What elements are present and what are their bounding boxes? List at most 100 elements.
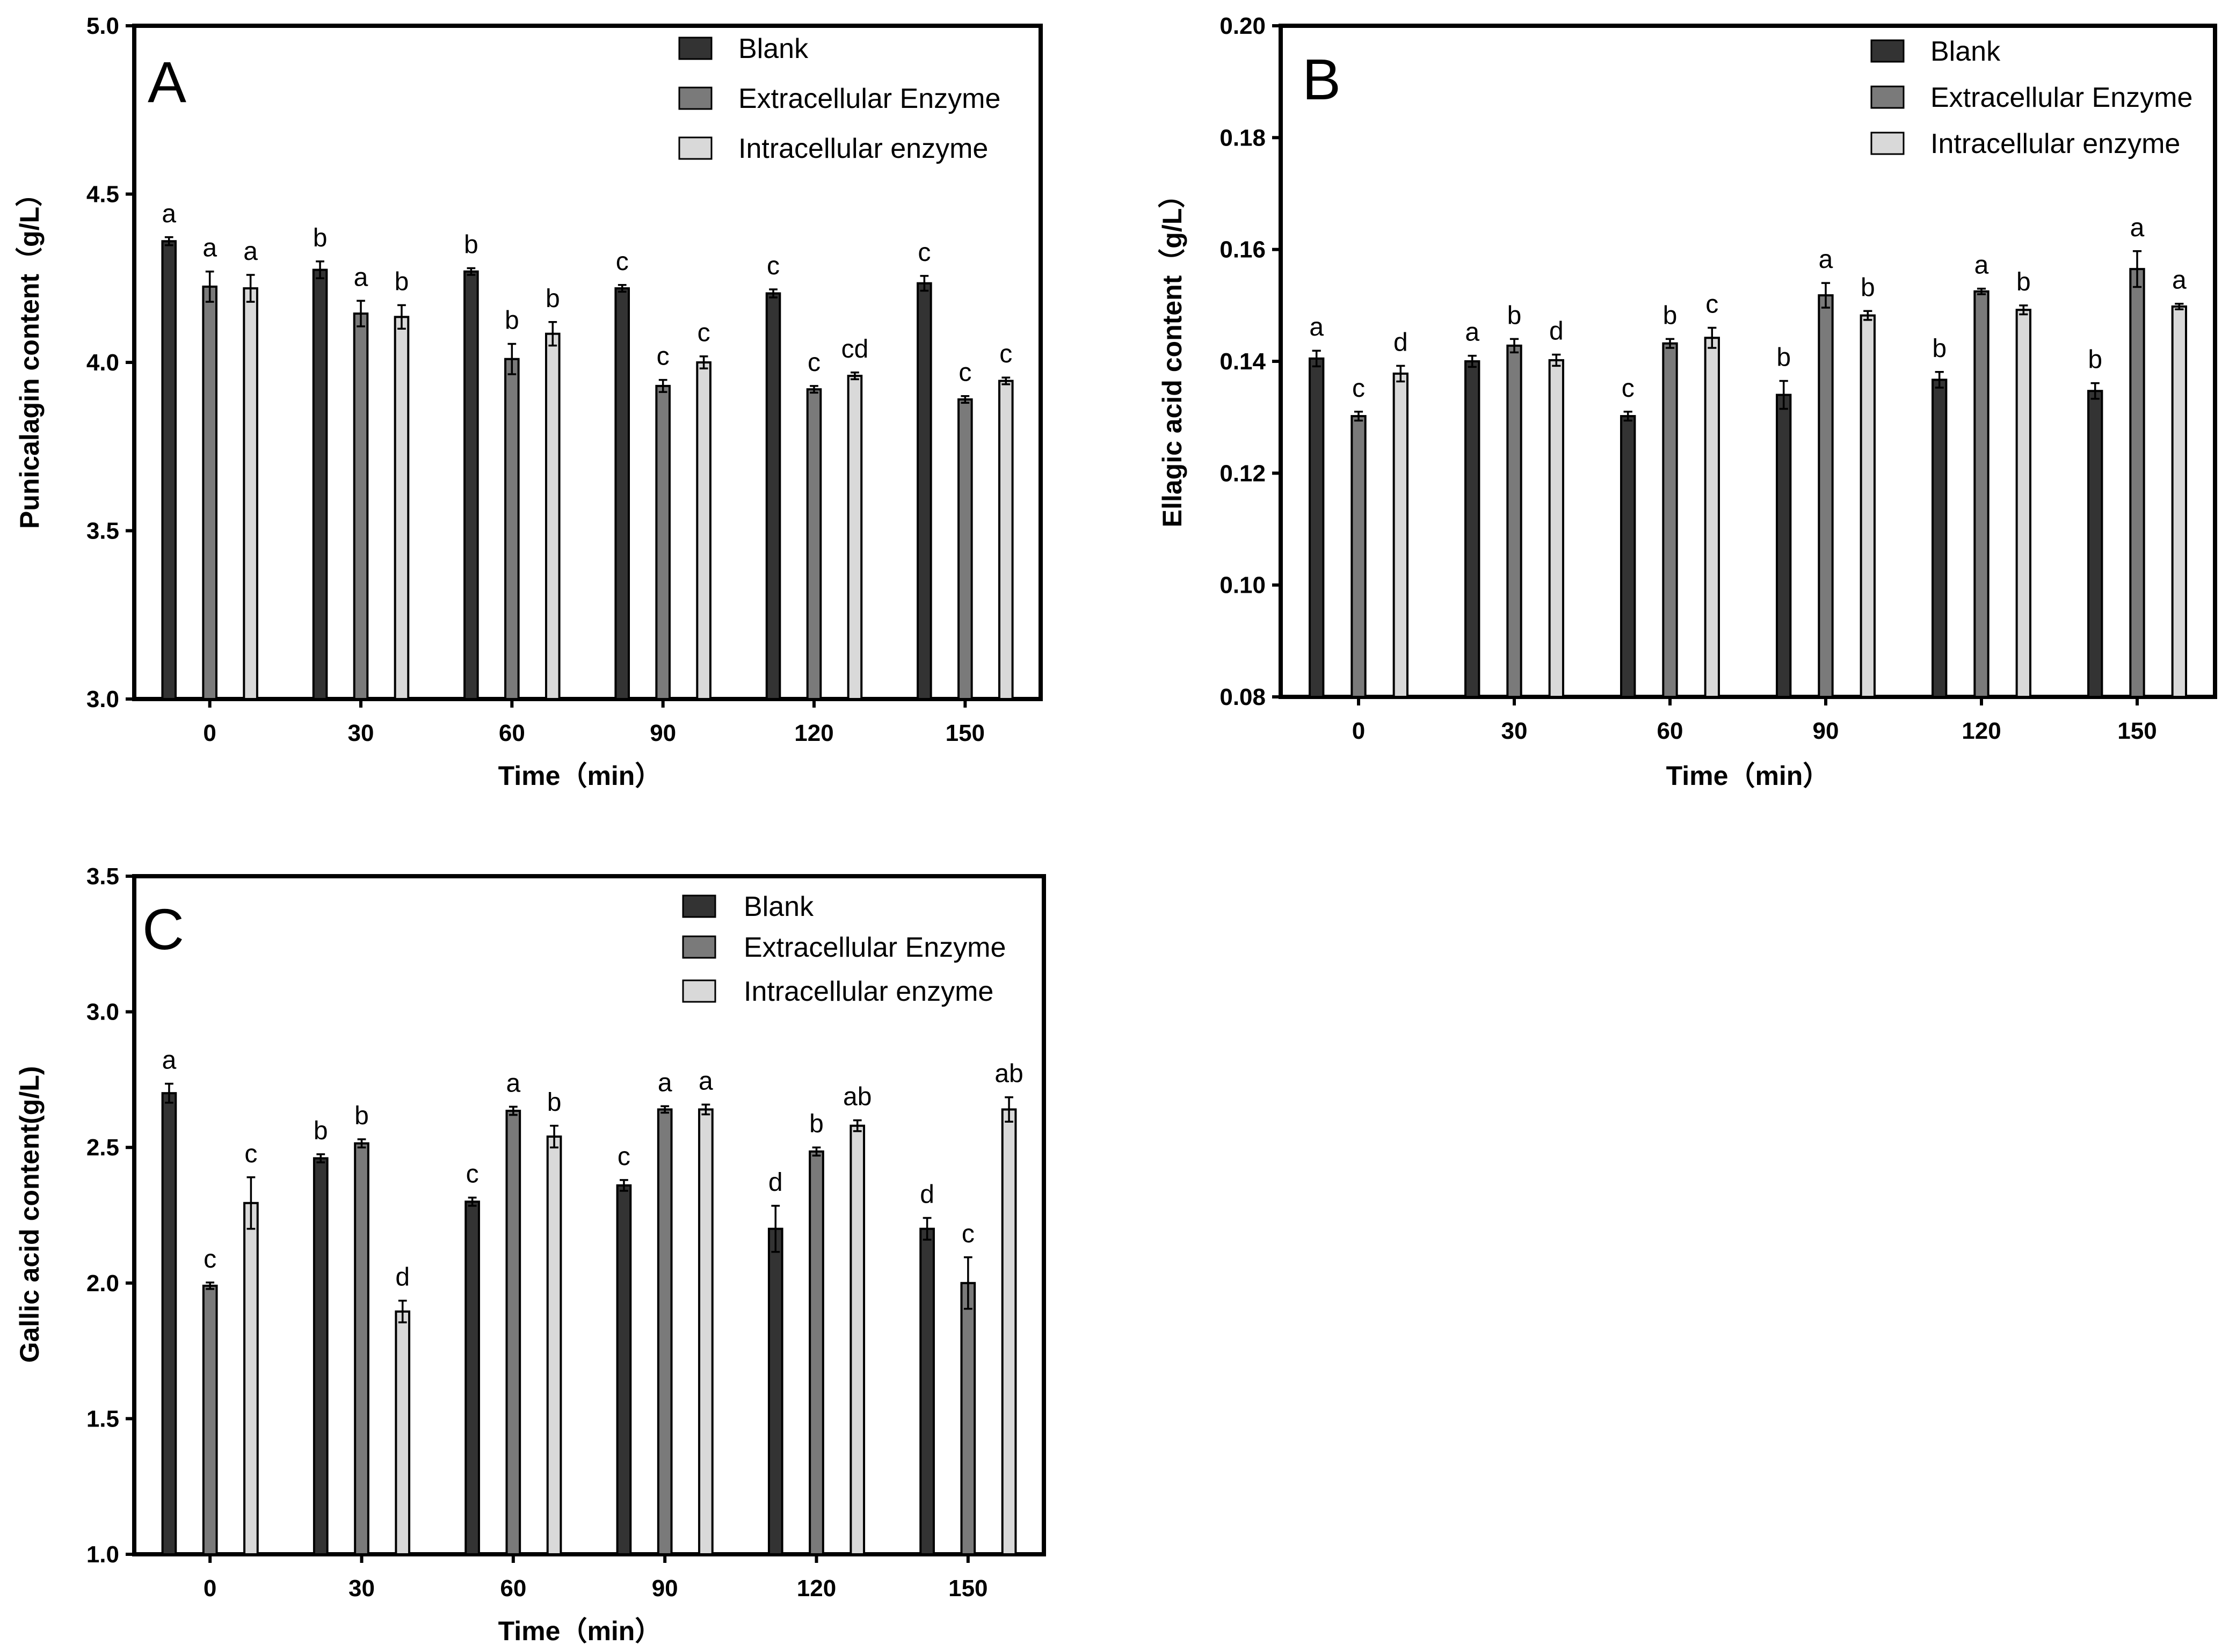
panel-b-legend-label-blank: Blank <box>1930 36 2001 67</box>
panel-c-bar-blank-60 <box>464 1200 480 1555</box>
panel-b-bar-blank-30 <box>1464 360 1480 698</box>
panel-b-bar-extracellular-30 <box>1506 344 1522 698</box>
chart-panel-b: B Ellagic acid content（g/L） Time（min） Bl… <box>1157 13 2217 791</box>
panel-c-bar-blank-0 <box>161 1092 177 1556</box>
panel-b-legend-swatch-intracellular <box>1870 132 1905 155</box>
panel-c-sig-label-intracellular-90: a <box>699 1067 713 1095</box>
panel-b-bar-blank-90 <box>1776 394 1792 698</box>
panel-c-sig-label-blank-60: c <box>466 1160 479 1189</box>
panel-a-bar-blank-0 <box>161 240 177 700</box>
panel-a-x-tick-label: 150 <box>946 720 985 746</box>
panel-a-bar-intracellular-30 <box>394 316 410 700</box>
chart-panel-c: C Gallic acid content(g/L) Time（min） Bla… <box>14 863 1046 1646</box>
panel-a-bar-intracellular-90 <box>696 361 711 700</box>
panel-c-legend-swatch-blank <box>682 894 716 918</box>
panel-c-sig-label-extracellular-60: a <box>506 1069 520 1097</box>
panel-c-bar-blank-30 <box>313 1157 329 1555</box>
panel-a-error-bar-intracellular-150 <box>1001 376 1011 385</box>
panel-b-bar-intracellular-150 <box>2171 305 2187 698</box>
panel-c-x-tick-label: 60 <box>500 1575 526 1602</box>
panel-a-sig-label-blank-60: b <box>464 230 478 259</box>
panel-b-sig-label-extracellular-30: b <box>1507 301 1522 330</box>
panel-c-sig-label-blank-120: d <box>768 1168 783 1197</box>
panel-a-legend-swatch-extracellular <box>678 86 713 110</box>
panel-b-sig-label-intracellular-0: d <box>1393 328 1408 356</box>
panel-c-error-bar-intracellular-30 <box>398 1299 407 1323</box>
panel-a-legend-label-intracellular: Intracellular enzyme <box>738 133 988 164</box>
panel-b-y-tick-label: 0.18 <box>1219 125 1266 151</box>
panel-a-sig-label-extracellular-150: c <box>959 359 971 387</box>
panel-b-sig-label-extracellular-120: a <box>1974 251 1989 280</box>
panel-c-y-axis-title: Gallic acid content(g/L) <box>14 1066 45 1363</box>
panel-b-bar-intracellular-30 <box>1548 359 1564 698</box>
panel-c-legend-label-intracellular: Intracellular enzyme <box>744 976 993 1007</box>
panel-a-bar-intracellular-60 <box>544 332 561 700</box>
panel-c-error-bar-blank-0 <box>165 1082 173 1104</box>
panel-c-error-bar-extracellular-0 <box>206 1282 215 1290</box>
panel-a-sig-label-intracellular-0: a <box>243 237 258 266</box>
panel-a-legend: Blank Extracellular Enzyme Intracellular… <box>678 33 1000 164</box>
panel-a-error-bar-blank-30 <box>316 260 324 279</box>
panel-a-x-tick-label: 0 <box>203 720 216 746</box>
panel-b-bar-intracellular-60 <box>1704 337 1720 698</box>
panel-a-error-bar-intracellular-120 <box>851 372 859 381</box>
panel-a-bar-intracellular-0 <box>243 287 258 700</box>
panel-a-y-axis-title: Punicalagin content（g/L） <box>14 180 45 529</box>
panel-c-error-bar-extracellular-90 <box>660 1105 670 1114</box>
panel-c-sig-label-extracellular-150: c <box>962 1220 975 1248</box>
panel-c-legend: Blank Extracellular Enzyme Intracellular… <box>682 891 1006 1007</box>
panel-b-error-bar-extracellular-120 <box>1977 287 1986 295</box>
panel-a-bar-extracellular-60 <box>504 358 520 700</box>
panel-a-error-bar-blank-0 <box>164 236 173 246</box>
panel-a-sig-label-extracellular-120: c <box>808 348 821 377</box>
panel-a-bar-blank-120 <box>765 292 781 700</box>
panel-b-error-bar-extracellular-90 <box>1821 282 1831 309</box>
panel-a-x-tick-label: 90 <box>650 720 676 746</box>
panel-b-sig-label-blank-90: b <box>1776 343 1791 372</box>
panel-c-sig-label-extracellular-30: b <box>354 1102 369 1130</box>
panel-a-error-bar-intracellular-90 <box>699 355 708 370</box>
panel-a-x-tick-label: 30 <box>348 720 374 746</box>
panel-c-bar-intracellular-150 <box>1001 1108 1017 1555</box>
panel-c-plot-frame <box>132 874 1046 1556</box>
panel-b-error-bar-intracellular-150 <box>2175 302 2184 310</box>
panel-b-x-tick-label: 60 <box>1657 718 1683 744</box>
panel-c-sig-label-blank-150: d <box>920 1181 934 1209</box>
panel-c-sig-label-intracellular-0: c <box>244 1140 257 1168</box>
panel-a-sig-label-extracellular-90: c <box>657 343 670 371</box>
panel-c-y-tick-label: 2.0 <box>86 1270 119 1297</box>
panel-b-y-tick-label: 0.14 <box>1219 348 1266 375</box>
panel-b-x-tick-label: 0 <box>1352 718 1365 744</box>
panel-c-error-bar-blank-60 <box>468 1196 477 1207</box>
panel-b-error-bar-extracellular-150 <box>2132 250 2142 288</box>
panel-a-y-tick-label: 5.0 <box>86 13 119 39</box>
panel-a-error-bar-extracellular-150 <box>961 395 970 404</box>
panel-c-letter: C <box>142 897 184 962</box>
panel-a-sig-label-blank-30: b <box>313 224 328 252</box>
panel-a-error-bar-blank-150 <box>920 275 929 292</box>
panel-b-sig-label-extracellular-60: b <box>1663 301 1678 330</box>
panel-b-bar-blank-0 <box>1309 357 1325 698</box>
panel-a-bar-extracellular-90 <box>655 384 671 700</box>
panel-b-error-bar-extracellular-0 <box>1354 411 1363 422</box>
panel-c-error-bar-extracellular-120 <box>812 1146 821 1157</box>
panel-b-sig-label-intracellular-30: d <box>1549 317 1564 346</box>
panel-c-error-bar-blank-120 <box>771 1205 780 1253</box>
panel-a-x-tick-label: 120 <box>794 720 833 746</box>
panel-c-x-tick-label: 120 <box>797 1575 836 1602</box>
panel-c-sig-label-intracellular-150: ab <box>994 1060 1023 1088</box>
panel-a-bar-extracellular-0 <box>202 285 217 700</box>
panel-c-error-bar-intracellular-150 <box>1005 1096 1013 1123</box>
panel-b-x-tick-label: 30 <box>1501 718 1528 744</box>
panel-b-bar-intracellular-120 <box>2015 309 2031 698</box>
panel-b-error-bar-blank-150 <box>2090 382 2100 400</box>
panel-c-sig-label-blank-30: b <box>314 1117 328 1145</box>
panel-a-sig-label-extracellular-60: b <box>505 307 519 335</box>
panel-b-y-tick-label: 0.08 <box>1219 684 1266 710</box>
panel-c-error-bar-intracellular-90 <box>701 1103 710 1116</box>
panel-c-legend-label-extracellular: Extracellular Enzyme <box>744 932 1006 963</box>
panel-b-error-bar-blank-90 <box>1779 380 1788 410</box>
panel-b-error-bar-intracellular-0 <box>1396 365 1405 383</box>
panel-b-bar-intracellular-0 <box>1392 372 1408 698</box>
panel-c-legend-swatch-extracellular <box>682 935 716 959</box>
